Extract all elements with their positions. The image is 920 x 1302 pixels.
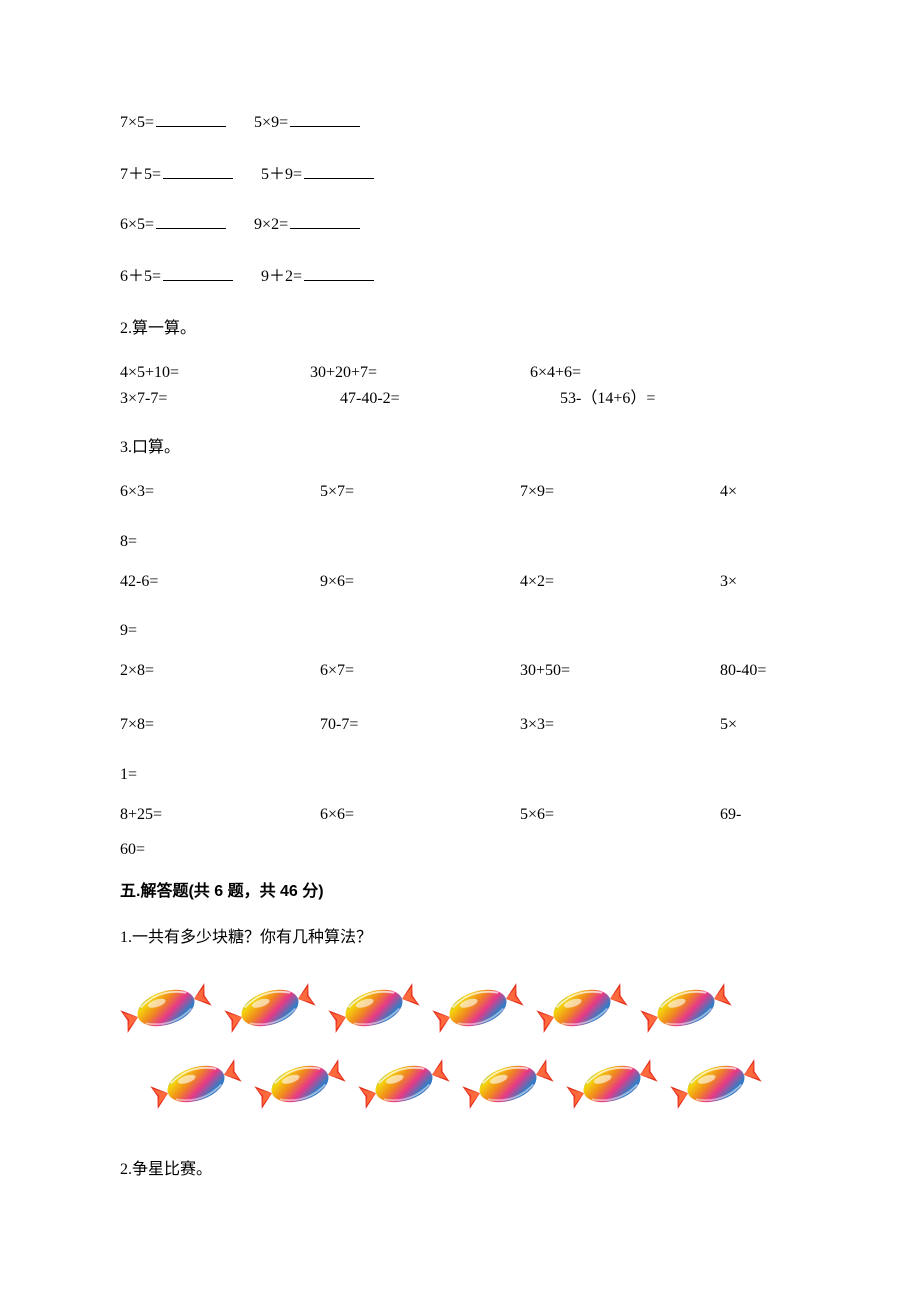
oral-expr: 6×7=: [320, 658, 520, 684]
blank[interactable]: [156, 110, 226, 127]
question-1-text: 1.一共有多少块糖？你有几种算法？: [120, 923, 800, 947]
oral-expr: 70-7=: [320, 712, 520, 738]
candy-icon: [432, 977, 524, 1039]
oral-expr-wrap: 60=: [120, 841, 800, 859]
blank[interactable]: [304, 264, 374, 281]
expr: 6×5=: [120, 216, 154, 234]
oral-expr: 4×: [720, 479, 800, 505]
calc-row: 3×7-7= 47-40-2= 53-（14+6）=: [120, 386, 800, 412]
oral-expr-wrap: 9=: [120, 622, 800, 640]
oral-expr: 5×6=: [520, 802, 720, 828]
candy-icon: [640, 977, 732, 1039]
oral-expr: 69-: [720, 802, 800, 828]
expr: 3×7-7=: [120, 386, 310, 412]
section-2-title: 2.算一算。: [120, 314, 800, 338]
expr: 4×5+10=: [120, 360, 310, 386]
oral-expr: 3×: [720, 569, 800, 595]
candy-icon: [670, 1053, 762, 1115]
blank[interactable]: [156, 212, 226, 229]
oral-expr: 80-40=: [720, 658, 800, 684]
expr: 53-（14+6）=: [530, 386, 800, 412]
oral-expr: 30+50=: [520, 658, 720, 684]
fill-pair-row: 6×5= 9×2=: [120, 212, 800, 234]
expr: 6×4+6=: [530, 360, 800, 386]
candy-icon: [358, 1053, 450, 1115]
expr: 5×9=: [254, 114, 288, 132]
oral-expr: 9×6=: [320, 569, 520, 595]
candy-illustration: [120, 977, 800, 1115]
expr: 7＋5=: [120, 160, 161, 184]
fill-pair-row: 7＋5= 5＋9=: [120, 160, 800, 184]
oral-expr-wrap: 1=: [120, 766, 800, 784]
candy-icon: [150, 1053, 242, 1115]
expr: 7×5=: [120, 114, 154, 132]
fill-pair-row: 6＋5= 9＋2=: [120, 262, 800, 286]
section-3-title: 3.口算。: [120, 433, 800, 457]
candy-row: [120, 1053, 800, 1115]
candy-icon: [120, 977, 212, 1039]
candy-icon: [224, 977, 316, 1039]
expr: 47-40-2=: [310, 386, 530, 412]
candy-row: [120, 977, 800, 1039]
oral-expr: 42-6=: [120, 569, 320, 595]
fill-pair-row: 7×5= 5×9=: [120, 110, 800, 132]
expr: 30+20+7=: [310, 360, 530, 386]
oral-expr: 7×9=: [520, 479, 720, 505]
candy-icon: [566, 1053, 658, 1115]
section-5-heading: 五.解答题(共 6 题，共 46 分): [120, 877, 800, 901]
candy-icon: [536, 977, 628, 1039]
blank[interactable]: [290, 212, 360, 229]
oral-expr: 5×7=: [320, 479, 520, 505]
question-2-text: 2.争星比赛。: [120, 1155, 800, 1179]
oral-expr: 5×: [720, 712, 800, 738]
blank[interactable]: [290, 110, 360, 127]
candy-icon: [254, 1053, 346, 1115]
expr: 9＋2=: [261, 262, 302, 286]
expr: 5＋9=: [261, 160, 302, 184]
oral-expr: 8+25=: [120, 802, 320, 828]
oral-grid: 6×3=5×7=7×9=4× 8= 42-6=9×6=4×2=3× 9= 2×8=6×7…: [120, 479, 800, 859]
blank[interactable]: [163, 264, 233, 281]
oral-expr: 4×2=: [520, 569, 720, 595]
expr: 6＋5=: [120, 262, 161, 286]
oral-expr: 7×8=: [120, 712, 320, 738]
oral-expr: 3×3=: [520, 712, 720, 738]
oral-expr-wrap: 8=: [120, 533, 800, 551]
calc-row: 4×5+10= 30+20+7= 6×4+6=: [120, 360, 800, 386]
oral-expr: 6×6=: [320, 802, 520, 828]
blank[interactable]: [304, 162, 374, 179]
candy-icon: [328, 977, 420, 1039]
expr: 9×2=: [254, 216, 288, 234]
oral-expr: 2×8=: [120, 658, 320, 684]
candy-icon: [462, 1053, 554, 1115]
oral-expr: 6×3=: [120, 479, 320, 505]
blank[interactable]: [163, 162, 233, 179]
